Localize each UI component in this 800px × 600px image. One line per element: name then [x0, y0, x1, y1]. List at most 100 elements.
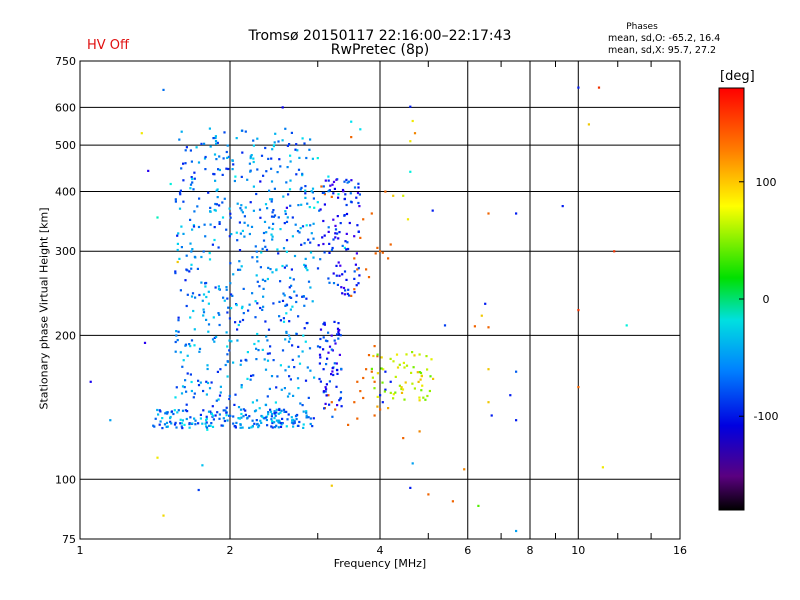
data-point: [247, 309, 250, 312]
data-point: [277, 252, 280, 255]
data-point: [256, 168, 259, 171]
data-point: [261, 348, 264, 351]
data-point: [295, 300, 298, 304]
data-point: [266, 339, 269, 342]
data-point: [288, 143, 291, 146]
data-point: [246, 377, 249, 380]
data-point: [174, 350, 177, 353]
data-point: [232, 273, 235, 276]
data-point: [305, 297, 308, 300]
data-point: [306, 366, 309, 369]
data-point: [304, 192, 307, 195]
data-point: [189, 242, 192, 245]
data-point: [312, 197, 315, 200]
data-point: [231, 159, 234, 162]
data-point: [257, 424, 261, 427]
data-point: [285, 206, 288, 209]
data-point: [367, 354, 371, 357]
data-point: [159, 420, 162, 423]
data-point: [613, 250, 616, 253]
data-point: [389, 243, 392, 246]
data-point: [279, 319, 282, 322]
data-point: [412, 366, 415, 369]
data-point: [195, 146, 198, 149]
data-point: [189, 183, 193, 186]
data-point: [200, 281, 203, 284]
data-point: [206, 364, 209, 367]
data-point: [339, 391, 343, 394]
data-point: [217, 398, 220, 401]
data-point: [311, 300, 314, 303]
data-point: [264, 146, 267, 150]
data-point: [276, 375, 279, 378]
data-point: [273, 417, 276, 420]
data-point: [202, 308, 205, 311]
data-point: [330, 334, 333, 337]
data-point: [234, 393, 237, 396]
data-point: [178, 191, 182, 194]
data-point: [343, 246, 346, 249]
data-point: [295, 294, 298, 297]
data-point: [232, 361, 235, 364]
data-point: [206, 428, 209, 431]
data-point: [394, 391, 397, 394]
data-point: [216, 141, 219, 144]
data-point: [251, 256, 254, 259]
data-point: [197, 488, 200, 492]
data-point: [255, 192, 258, 196]
data-point: [205, 421, 208, 424]
data-point: [169, 182, 172, 186]
data-point: [218, 394, 222, 397]
data-point: [223, 299, 226, 302]
data-point: [331, 415, 334, 418]
data-point: [337, 337, 340, 340]
data-point: [384, 190, 387, 193]
data-point: [218, 155, 221, 158]
data-point: [409, 140, 412, 143]
data-point: [219, 391, 222, 394]
data-point: [309, 224, 312, 227]
data-point: [443, 324, 447, 327]
data-point: [182, 162, 185, 165]
data-point: [335, 362, 338, 365]
data-point: [356, 224, 359, 227]
data-point: [294, 223, 297, 226]
data-point: [359, 236, 362, 239]
data-point: [282, 317, 285, 320]
data-point: [249, 201, 252, 204]
data-point: [273, 141, 276, 144]
data-point: [215, 158, 218, 161]
data-point: [158, 423, 161, 426]
data-point: [376, 395, 379, 398]
data-point: [269, 408, 272, 411]
data-point: [297, 355, 300, 358]
data-point: [109, 419, 112, 422]
data-point: [515, 529, 518, 533]
data-point: [241, 318, 245, 322]
data-point: [221, 216, 225, 219]
data-point: [228, 339, 231, 342]
data-point: [327, 394, 330, 397]
data-point: [302, 410, 305, 413]
data-point: [239, 426, 242, 429]
data-point: [400, 386, 403, 389]
data-point: [226, 419, 229, 422]
data-point: [264, 245, 267, 248]
data-point: [214, 286, 217, 289]
data-point: [509, 394, 512, 397]
data-point: [218, 323, 221, 327]
data-point: [296, 149, 299, 152]
data-point: [353, 401, 356, 404]
data-point: [392, 194, 395, 197]
data-point: [307, 396, 310, 399]
data-point: [245, 359, 248, 362]
data-point: [349, 192, 352, 195]
data-point: [301, 137, 304, 140]
data-point: [281, 349, 285, 352]
data-point: [297, 387, 300, 390]
data-point: [182, 232, 185, 235]
data-point: [190, 267, 193, 270]
data-point: [186, 293, 189, 296]
data-point: [302, 423, 305, 426]
data-point: [269, 345, 272, 348]
